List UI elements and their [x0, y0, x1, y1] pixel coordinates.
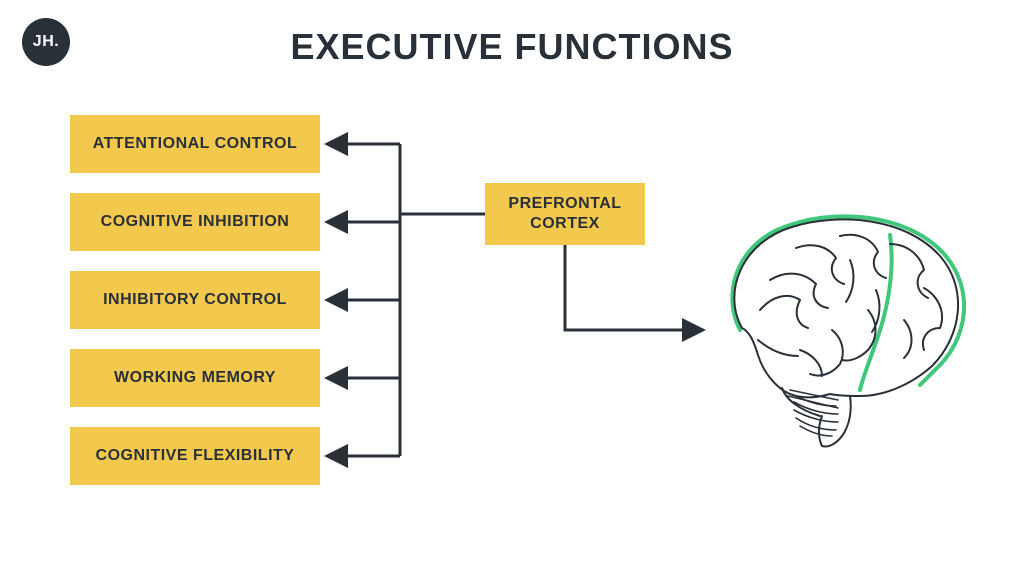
func-box-attentional-control: ATTENTIONAL CONTROL: [70, 115, 320, 173]
func-label: COGNITIVE INHIBITION: [101, 213, 290, 231]
func-box-cognitive-inhibition: COGNITIVE INHIBITION: [70, 193, 320, 251]
func-label: INHIBITORY CONTROL: [103, 291, 287, 309]
brain-icon: [700, 200, 980, 460]
func-label: ATTENTIONAL CONTROL: [93, 135, 297, 153]
func-label: COGNITIVE FLEXIBILITY: [96, 447, 295, 465]
center-box-prefrontal-cortex: PREFRONTAL CORTEX: [485, 183, 645, 245]
func-box-inhibitory-control: INHIBITORY CONTROL: [70, 271, 320, 329]
center-label: PREFRONTAL CORTEX: [508, 194, 621, 234]
func-box-working-memory: WORKING MEMORY: [70, 349, 320, 407]
func-label: WORKING MEMORY: [114, 369, 276, 387]
page-title: EXECUTIVE FUNCTIONS: [0, 26, 1024, 68]
func-box-cognitive-flexibility: COGNITIVE FLEXIBILITY: [70, 427, 320, 485]
diagram-canvas: JH. EXECUTIVE FUNCTIONS ATTENTIONAL CONT…: [0, 0, 1024, 576]
